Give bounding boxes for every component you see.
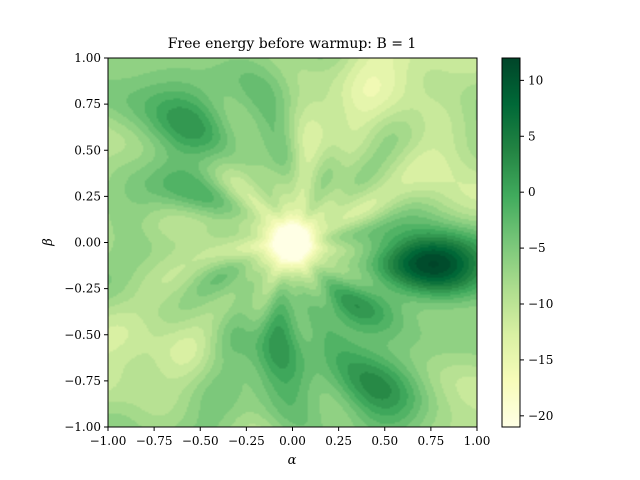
x-tick-label: 0.00 — [279, 434, 306, 448]
y-tick-label: 1.00 — [74, 51, 101, 65]
y-axis-label: β — [41, 238, 56, 247]
colorbar-tick-label: −15 — [528, 353, 553, 367]
colorbar-tick-label: −10 — [528, 297, 553, 311]
colorbar-tick-label: −5 — [528, 241, 546, 255]
x-axis-label: α — [288, 453, 297, 468]
colorbar-tick-label: 5 — [528, 129, 536, 143]
y-tick-label: 0.25 — [74, 189, 101, 203]
heatmap-image — [108, 58, 477, 427]
y-tick-label: 0.75 — [74, 97, 101, 111]
colorbar-tick-label: −20 — [528, 409, 553, 423]
colorbar-ticks: 10 5 0 −5 −10 −15 −20 — [520, 73, 553, 423]
y-tick-label: −0.50 — [64, 328, 101, 342]
x-tick-label: −0.75 — [136, 434, 173, 448]
y-tick-label: −0.75 — [64, 374, 101, 388]
x-tick-label: −0.50 — [182, 434, 219, 448]
y-tick-label: −0.25 — [64, 282, 101, 296]
chart-title: Free energy before warmup: B = 1 — [168, 36, 417, 52]
colorbar-tick-label: 0 — [528, 185, 536, 199]
y-tick-label: −1.00 — [64, 420, 101, 434]
colorbar: 10 5 0 −5 −10 −15 −20 — [501, 57, 553, 428]
x-tick-label: 0.50 — [371, 434, 398, 448]
heatmap-area — [107, 57, 478, 428]
colorbar-gradient — [501, 57, 521, 428]
x-tick-label: 0.25 — [325, 434, 352, 448]
x-tick-label: 1.00 — [464, 434, 491, 448]
x-tick-label: −0.25 — [228, 434, 265, 448]
x-tick-label: −1.00 — [90, 434, 127, 448]
x-tick-label: 0.75 — [418, 434, 445, 448]
colorbar-tick-label: 10 — [528, 73, 543, 87]
y-tick-label: 0.00 — [74, 236, 101, 250]
y-tick-label: 0.50 — [74, 143, 101, 157]
y-axis: −1.00 −0.75 −0.50 −0.25 0.00 0.25 0.50 0.75 1.00 — [64, 51, 108, 434]
x-axis: −1.00 −0.75 −0.50 −0.25 0.00 0.25 0.50 0.75 1.00 — [90, 427, 491, 448]
